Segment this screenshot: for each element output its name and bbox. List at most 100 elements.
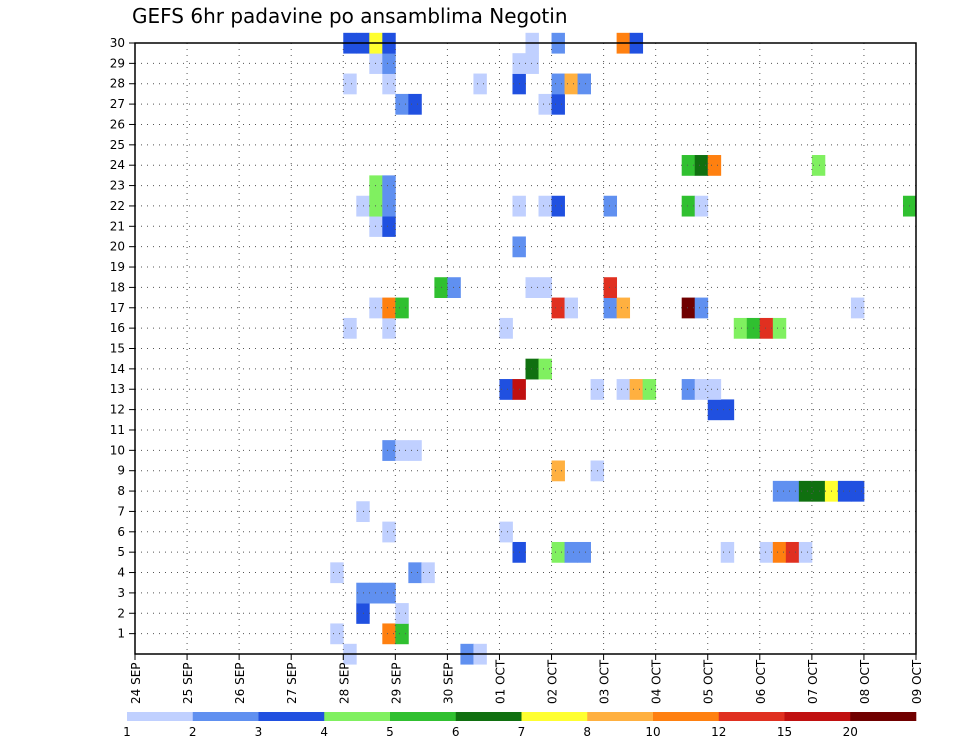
colorbar-swatch [587,712,654,721]
colorbar-label: 7 [518,725,526,739]
colorbar-swatch [390,712,457,721]
y-tick-label: 11 [110,423,125,437]
heat-cell [642,379,657,400]
heat-cell [369,582,383,604]
heat-cell [369,195,383,217]
heat-cell [395,440,409,461]
colorbar-swatch [127,712,194,721]
heat-cell [564,73,578,95]
y-tick-label: 23 [110,179,125,193]
heat-cell [408,562,422,584]
y-tick-label: 3 [117,586,125,600]
heat-cell [356,603,370,624]
heat-cell [551,93,565,115]
x-tick-label: 02 OCT [546,659,560,704]
heat-cell [681,155,696,176]
colorbar-label: 4 [320,725,328,739]
colorbar-label: 6 [452,725,460,739]
heat-cell [369,53,383,74]
heat-cell [395,623,409,645]
y-tick-label: 16 [110,321,125,335]
heat-cell [850,297,865,319]
heat-cell [330,623,344,645]
y-tick-label: 7 [117,504,125,518]
y-tick-label: 14 [110,362,125,376]
heat-cell [564,297,578,319]
heat-cell [369,216,383,237]
colorbar-swatch [192,712,259,721]
heat-cell [382,317,396,339]
x-tick-label: 05 OCT [702,659,716,704]
heat-cell [720,541,735,563]
y-tick-label: 24 [110,158,125,172]
y-tick-label: 19 [110,260,125,274]
y-tick-label: 22 [110,199,125,213]
heat-cell [577,541,591,563]
heat-cell [382,216,396,237]
heat-cell [772,317,787,339]
x-tick-label: 07 OCT [806,659,820,704]
heat-cell [525,358,539,380]
colorbar-label: 5 [386,725,394,739]
heat-cell [551,541,565,563]
heat-cell [577,73,591,95]
heat-cell [551,297,565,319]
heat-cell [382,73,396,95]
y-tick-label: 29 [110,56,125,70]
y-tick-label: 4 [117,566,125,580]
y-tick-label: 9 [117,464,125,478]
heat-cell [837,480,852,502]
heat-cell [616,297,631,319]
colorbar-swatch [653,712,720,721]
heat-cell [356,501,370,523]
colorbar-swatch [521,712,588,721]
y-tick-label: 13 [110,382,125,396]
heat-cell [720,399,735,421]
heat-cell [798,541,813,563]
heat-cell [538,93,552,115]
heat-cell [551,460,565,482]
y-tick-label: 27 [110,97,125,111]
heat-cell [707,379,722,400]
heat-cell [499,521,513,543]
x-tick-label: 30 SEP [441,662,455,704]
heat-cell [694,195,709,217]
heat-cell [798,480,813,502]
colorbar-label: 8 [583,725,591,739]
heat-cell [681,379,696,400]
heat-cell [382,582,396,604]
heat-cell [707,399,722,421]
colorbar-label: 12 [711,725,726,739]
x-tick-label: 27 SEP [285,662,299,704]
colorbar-label: 3 [255,725,263,739]
heat-cell [356,195,370,217]
heat-cell [395,93,409,115]
colorbar-label: 15 [777,725,792,739]
heat-cell [694,379,709,400]
y-tick-label: 2 [117,606,125,620]
colorbar-swatch [324,712,391,721]
heat-cell [395,603,409,624]
x-tick-label: 29 SEP [389,662,403,704]
heat-cell [681,297,696,319]
heat-cell [473,73,487,95]
grid-layer [135,43,916,654]
heat-cell [525,277,539,298]
y-tick-label: 26 [110,117,125,131]
heat-cell [499,379,513,400]
heat-cell [681,195,696,217]
heat-cell [551,195,565,217]
colorbar-swatch [455,712,522,721]
x-tick-label: 08 OCT [858,659,872,704]
colorbar-swatch [850,712,917,721]
x-tick-label: 01 OCT [493,659,507,704]
heat-cell [382,297,396,319]
heat-cell [382,623,396,645]
x-axis: 24 SEP 25 SEP 26 SEP 27 SEP 28 SEP 29 SEP 30 S… [129,654,924,704]
heat-cell [707,155,722,176]
heat-cell [759,541,774,563]
y-tick-label: 15 [110,342,125,356]
heat-cell [772,541,787,563]
y-tick-label: 17 [110,301,125,315]
